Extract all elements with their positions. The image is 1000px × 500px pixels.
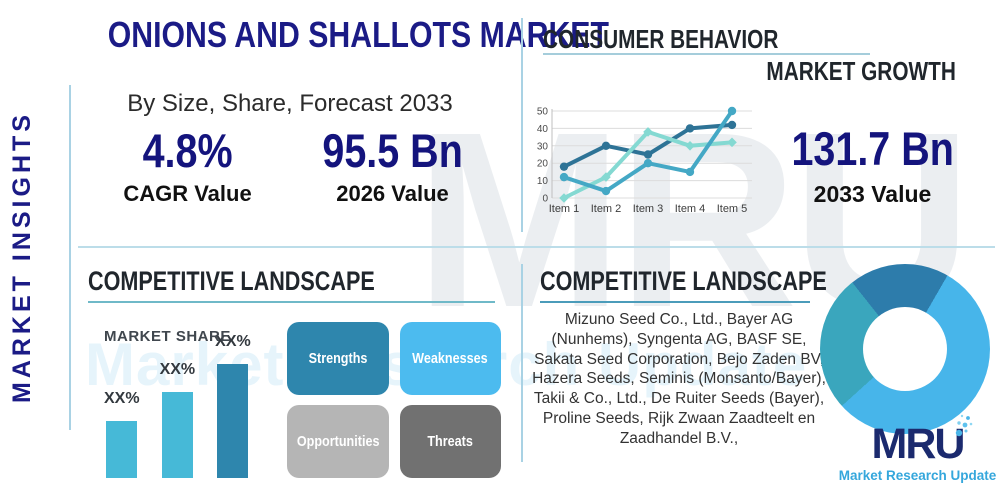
brand-logo: MRU Market Research Update <box>835 414 1000 483</box>
bar-value-label: XX% <box>215 333 251 350</box>
competitive-right-heading: COMPETITIVE LANDSCAPE <box>540 266 827 296</box>
bar-value-label: XX% <box>159 361 196 378</box>
swot-strengths: Strengths <box>287 322 389 395</box>
key-stats-row: 4.8% CAGR Value 95.5 Bn 2026 Value <box>85 126 495 207</box>
svg-text:0: 0 <box>542 194 548 205</box>
svg-text:Item 3: Item 3 <box>633 203 664 215</box>
competitive-left-underline <box>88 301 495 303</box>
swot-grid: Strengths Weaknesses Opportunities Threats <box>287 322 501 478</box>
market-share-bar: XX% <box>215 333 251 478</box>
cagr-label: CAGR Value <box>123 181 252 207</box>
sidebar-vertical-title: MARKET INSIGHTS <box>8 111 36 404</box>
consumer-behavior-heading: CONSUMER BEHAVIOR <box>543 24 779 54</box>
svg-text:10: 10 <box>537 176 549 187</box>
svg-text:20: 20 <box>537 159 549 170</box>
horizontal-divider <box>78 246 995 248</box>
page-title: ONIONS AND SHALLOTS MARKET <box>107 14 609 55</box>
swot-threats: Threats <box>399 405 501 478</box>
svg-text:Item 2: Item 2 <box>591 203 622 215</box>
market-share-bar: XX% <box>159 361 196 478</box>
size-2026-value: 95.5 Bn <box>322 124 463 177</box>
market-share-donut-chart <box>820 264 990 434</box>
swot-opportunities: Opportunities <box>287 405 389 478</box>
market-share-bar: XX% <box>104 390 140 478</box>
competitive-left-heading: COMPETITIVE LANDSCAPE <box>88 266 375 296</box>
growth-stat: 131.7 Bn 2033 Value <box>765 124 980 208</box>
cagr-stat: 4.8% CAGR Value <box>85 126 290 207</box>
growth-label: 2033 Value <box>813 181 932 208</box>
svg-text:Item 4: Item 4 <box>675 203 706 215</box>
page-subtitle: By Size, Share, Forecast 2033 <box>127 90 453 117</box>
svg-text:50: 50 <box>537 107 549 118</box>
svg-text:30: 30 <box>537 141 549 152</box>
consumer-behavior-underline <box>543 53 870 55</box>
bar-rect <box>161 392 193 478</box>
sidebar-accent-line <box>69 85 71 430</box>
growth-value: 131.7 Bn <box>791 122 954 175</box>
size-2026-stat: 95.5 Bn 2026 Value <box>290 126 495 207</box>
market-share-label: MARKET SHARE <box>104 328 231 345</box>
brand-logo-text: MRU <box>872 414 973 466</box>
brand-logo-tagline: Market Research Update <box>838 468 997 483</box>
swot-weaknesses: Weaknesses <box>399 322 501 395</box>
bar-value-label: XX% <box>104 390 140 407</box>
market-growth-heading: MARKET GROWTH <box>766 56 956 86</box>
vertical-divider <box>521 264 523 462</box>
company-list: Mizuno Seed Co., Ltd., Bayer AG (Nunhems… <box>532 311 826 447</box>
consumer-behavior-line-chart: 0 10 20 30 40 50 Item 1 Item 2 Item 3 Item 4 Item … <box>537 107 752 215</box>
top-right-accent-line <box>521 18 523 232</box>
logo-splash-icon <box>956 414 973 437</box>
size-2026-label: 2026 Value <box>336 181 449 207</box>
bar-rect <box>106 421 138 478</box>
market-share-bar-chart: XX% XX% XX% <box>104 333 251 478</box>
svg-text:Item 5: Item 5 <box>717 203 748 215</box>
svg-text:40: 40 <box>537 124 549 135</box>
competitive-right-underline <box>540 301 810 303</box>
bar-rect <box>217 364 249 478</box>
svg-text:Item 1: Item 1 <box>549 203 580 215</box>
cagr-value: 4.8% <box>142 124 233 177</box>
